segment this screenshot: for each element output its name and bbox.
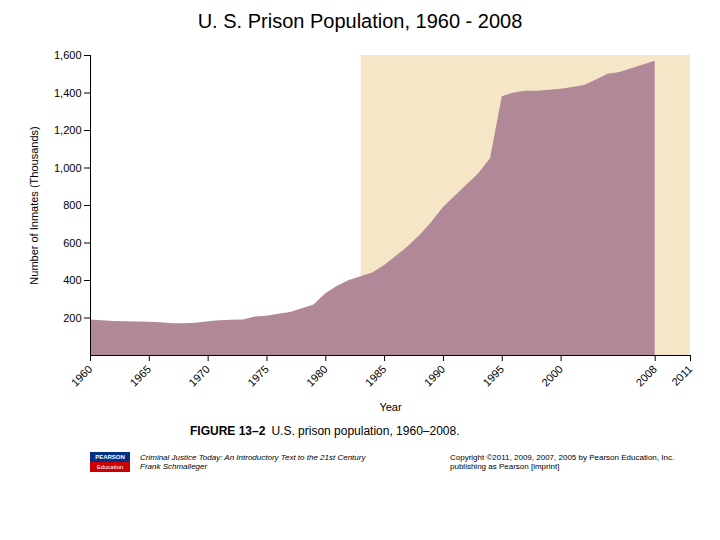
html-text:U. S. Prison Population, 1960: U. S. Prison Population, 1960 - 2008 <box>197 10 523 32</box>
svg-text:800: 800 <box>63 199 81 211</box>
html-text:Criminal Justice Today: An Int: Criminal Justice Today: An Introductory … <box>140 453 366 462</box>
svg-text:2011: 2011 <box>669 363 694 388</box>
svg-text:Number of Inmates (Thousands): Number of Inmates (Thousands) <box>28 126 40 284</box>
html-text:Frank Schmalleger: Frank Schmalleger <box>140 462 208 471</box>
html-text:U.S. prison population, 1960–2: U.S. prison population, 1960–2008. <box>271 424 460 438</box>
svg-text:1,000: 1,000 <box>54 162 82 174</box>
svg-text:1970: 1970 <box>186 363 212 389</box>
html-text:FIGURE 13–2: FIGURE 13–2 <box>190 424 266 438</box>
svg-text:1,400: 1,400 <box>54 87 82 99</box>
svg-text:1,200: 1,200 <box>54 124 82 136</box>
svg-text:1985: 1985 <box>363 363 389 389</box>
svg-text:1960: 1960 <box>69 363 95 389</box>
svg-text:2008: 2008 <box>633 363 659 389</box>
svg-text:400: 400 <box>63 274 81 286</box>
svg-text:1980: 1980 <box>304 363 330 389</box>
html-text:Education: Education <box>96 464 124 470</box>
html-text:publishing as Pearson [imprint: publishing as Pearson [imprint] <box>450 462 560 471</box>
svg-text:1965: 1965 <box>127 363 153 389</box>
svg-text:Year: Year <box>379 401 402 413</box>
svg-text:600: 600 <box>63 237 81 249</box>
svg-text:1995: 1995 <box>480 363 506 389</box>
svg-text:200: 200 <box>63 312 81 324</box>
html-text:Copyright ©2011, 2009, 2007, 2: Copyright ©2011, 2009, 2007, 2005 by Pea… <box>450 453 675 462</box>
svg-text:1975: 1975 <box>245 363 271 389</box>
svg-text:1,600: 1,600 <box>54 49 82 61</box>
svg-text:2000: 2000 <box>539 363 565 389</box>
html-text:PEARSON: PEARSON <box>95 454 125 460</box>
svg-text:1990: 1990 <box>422 363 448 389</box>
